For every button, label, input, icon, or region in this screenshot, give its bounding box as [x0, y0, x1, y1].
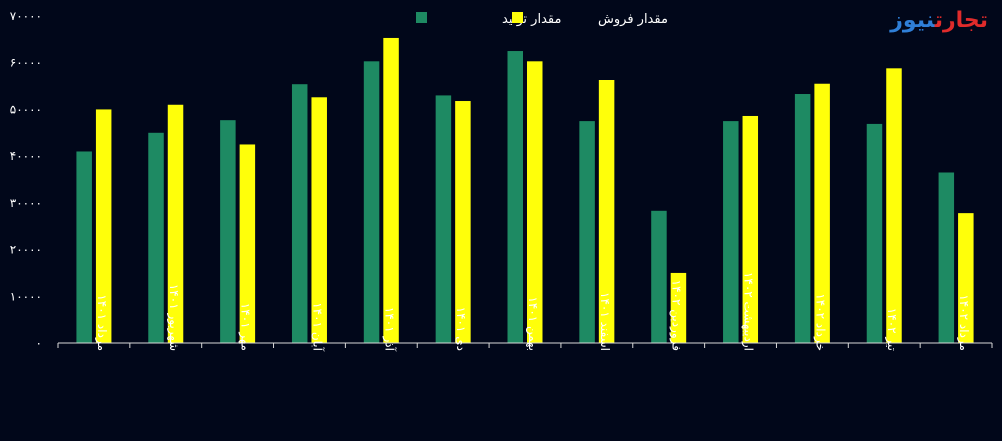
bar-sales — [95, 109, 112, 343]
x-category-label: تیر ۱۴۰۲ — [884, 308, 899, 351]
x-category-label: شهریور ۱۴۰۱ — [166, 284, 181, 351]
x-category-label: اسفند ۱۴۰۱ — [598, 292, 612, 351]
bar-production — [291, 84, 308, 344]
x-category-label: مرداد ۱۴۰۲ — [956, 294, 971, 351]
y-axis: ۰ ۱۰۰۰۰ ۲۰۰۰۰ ۳۰۰۰۰ ۴۰۰۰۰ ۵۰۰۰۰ ۶۰۰۰۰ ۷۰۰۰۰ — [10, 9, 42, 350]
bar-sales — [598, 79, 615, 344]
bar-production — [435, 95, 452, 344]
brand-logo: تجارتنیوز — [890, 8, 988, 33]
y-tick-label: ۷۰۰۰۰ — [10, 9, 42, 23]
bar-sales — [527, 61, 543, 343]
legend: مقدار تولید مقدار فروش — [416, 12, 668, 27]
y-tick-label: ۰ — [36, 336, 42, 350]
brand-part-2: نیوز — [890, 8, 935, 33]
bar-production — [938, 172, 955, 343]
y-tick-label: ۴۰۰۰۰ — [10, 149, 42, 163]
x-category-label: مهر ۱۴۰۱ — [238, 303, 253, 351]
y-tick-label: ۶۰۰۰۰ — [10, 56, 42, 70]
bar-production — [723, 121, 739, 343]
x-category-label: دی ۱۴۰۱ — [454, 307, 468, 351]
bars — [76, 37, 974, 344]
bar-production — [794, 94, 811, 344]
y-tick-label: ۱۰۰۰۰ — [10, 289, 42, 303]
x-category-label: اردیبهشت ۱۴۰۲ — [741, 272, 756, 351]
legend-label-production: مقدار تولید — [502, 12, 561, 27]
legend-swatch-sales — [512, 12, 523, 23]
bar-sales — [167, 104, 184, 343]
x-category-label: فروردین ۱۴۰۲ — [669, 280, 684, 351]
legend-swatch-production — [416, 12, 427, 23]
bar-sales — [886, 68, 902, 343]
bar-production — [220, 120, 236, 344]
bar-production — [363, 61, 380, 343]
bar-production — [579, 121, 595, 343]
bar-sales — [239, 144, 256, 343]
y-tick-label: ۳۰۰۰۰ — [10, 196, 42, 210]
legend-label-sales: مقدار فروش — [598, 12, 668, 27]
bar-production — [507, 51, 523, 344]
bar-production — [76, 151, 92, 343]
bar-production — [866, 123, 883, 343]
bar-sales — [383, 37, 399, 343]
x-category-label: آبان ۱۴۰۱ — [310, 302, 325, 351]
x-category-label: آذر ۱۴۰۱ — [381, 307, 397, 352]
bar-sales — [455, 101, 471, 344]
brand-part-1: تجارت — [934, 8, 988, 33]
x-category-label: بهمن ۱۴۰۱ — [525, 296, 540, 351]
x-category-label: خرداد ۱۴۰۲ — [812, 293, 827, 351]
x-category-label: مرداد ۱۴۰۱ — [94, 294, 109, 351]
bar-sales — [742, 115, 759, 344]
bar-sales — [814, 83, 830, 343]
bar-production — [148, 132, 164, 343]
bar-sales — [958, 213, 974, 343]
x-axis: مرداد ۱۴۰۱ شهریور ۱۴۰۱ مهر ۱۴۰۱ آبان ۱۴۰۱ آذ… — [57, 272, 993, 352]
bar-sales — [311, 97, 327, 343]
bar-sales — [670, 272, 687, 343]
bar-production — [651, 210, 667, 343]
y-tick-label: ۲۰۰۰۰ — [10, 243, 42, 257]
y-tick-label: ۵۰۰۰۰ — [10, 102, 42, 116]
